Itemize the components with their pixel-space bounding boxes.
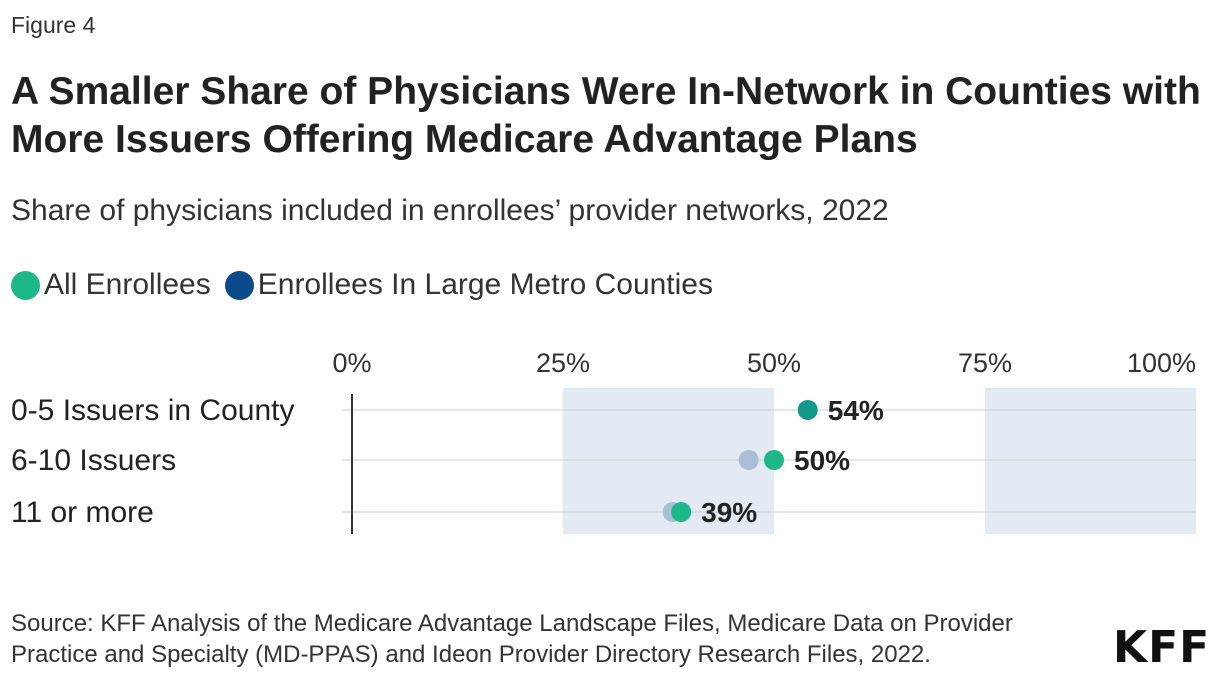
data-points xyxy=(662,400,818,522)
kff-logo: KFF xyxy=(1113,622,1211,673)
category-label: 0-5 Issuers in County xyxy=(11,394,294,427)
figure-label: Figure 4 xyxy=(11,12,96,38)
data-point-all-enrollees xyxy=(764,450,784,470)
legend: All Enrollees Enrollees In Large Metro C… xyxy=(11,268,727,302)
legend-dot-large-metro xyxy=(224,270,254,300)
category-labels: 0-5 Issuers in County 6-10 Issuers 11 or m… xyxy=(11,394,294,529)
x-tick-label: 25% xyxy=(536,348,590,378)
data-point-all-enrollees xyxy=(671,502,692,522)
x-tick-label: 100% xyxy=(1127,348,1196,378)
legend-dot-all-enrollees xyxy=(11,270,40,300)
x-tick-label: 75% xyxy=(958,348,1012,378)
x-tick-label: 50% xyxy=(747,348,801,378)
legend-item-large-metro: Enrollees In Large Metro Counties xyxy=(224,268,713,302)
shaded-band-1 xyxy=(985,388,1196,534)
dot-plot: 0% 25% 50% 75% 100% 0-5 Issuers in County 6-1… xyxy=(11,348,1196,534)
data-point-overlap xyxy=(797,400,818,420)
legend-label-large-metro: Enrollees In Large Metro Counties xyxy=(257,268,713,301)
category-label: 11 or more xyxy=(11,496,154,529)
category-label: 6-10 Issuers xyxy=(11,444,176,477)
data-label: 39% xyxy=(701,497,757,528)
source-note: Source: KFF Analysis of the Medicare Adv… xyxy=(11,610,1013,668)
x-tick-labels: 0% 25% 50% 75% 100% xyxy=(332,348,1196,378)
data-label: 54% xyxy=(828,395,884,426)
legend-item-all-enrollees: All Enrollees xyxy=(11,268,211,302)
x-tick-label: 0% xyxy=(332,348,371,378)
chart-title: A Smaller Share of Physicians Were In-Ne… xyxy=(11,70,1201,161)
chart-subtitle: Share of physicians included in enrollee… xyxy=(11,194,889,227)
legend-label-all-enrollees: All Enrollees xyxy=(44,268,211,301)
data-label: 50% xyxy=(794,445,850,476)
data-point-large-metro xyxy=(738,450,759,470)
data-labels: 54% 50% 39% xyxy=(701,395,884,528)
